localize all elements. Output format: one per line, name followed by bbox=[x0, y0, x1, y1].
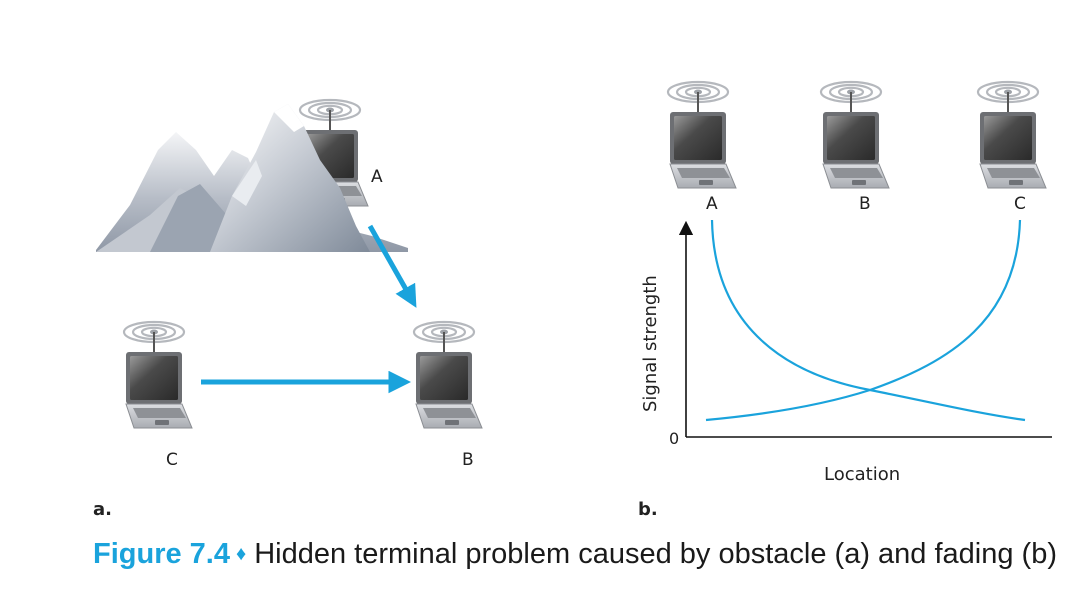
laptop-c-icon bbox=[122, 320, 194, 430]
panel-b-node-a-label: A bbox=[706, 194, 718, 214]
laptop-b-panel-b-icon bbox=[819, 80, 891, 190]
figure-caption: Figure 7.4 ♦ Hidden terminal problem cause… bbox=[93, 538, 1078, 571]
panel-b-node-c-label: C bbox=[1014, 194, 1026, 214]
laptop-b-panel-c-icon bbox=[976, 80, 1048, 190]
panel-a-label: a. bbox=[93, 499, 112, 520]
x-axis-label: Location bbox=[824, 464, 900, 485]
panel-a: A B C a. bbox=[93, 98, 484, 520]
caption-text: Hidden terminal problem caused by obstac… bbox=[254, 538, 1057, 570]
panel-b: A B C Signal strength Location 0 b. bbox=[638, 80, 1052, 520]
separator-diamond-icon: ♦ bbox=[236, 543, 247, 565]
mountain-obstacle-icon bbox=[96, 104, 408, 252]
laptop-b-panel-a-icon bbox=[666, 80, 738, 190]
node-c-label: C bbox=[166, 450, 178, 470]
figure-number: Figure 7.4 bbox=[93, 538, 230, 570]
arrow-a-to-b bbox=[367, 224, 417, 308]
node-b-label: B bbox=[462, 450, 474, 470]
signal-curve-from-a bbox=[710, 219, 1026, 422]
laptop-b-icon bbox=[412, 320, 484, 430]
signal-curve-from-c bbox=[705, 219, 1022, 422]
node-a-label: A bbox=[371, 167, 383, 187]
panel-b-label: b. bbox=[638, 499, 658, 520]
y-origin-label: 0 bbox=[669, 429, 679, 448]
panel-b-node-b-label: B bbox=[859, 194, 871, 214]
y-axis-label: Signal strength bbox=[640, 275, 661, 412]
